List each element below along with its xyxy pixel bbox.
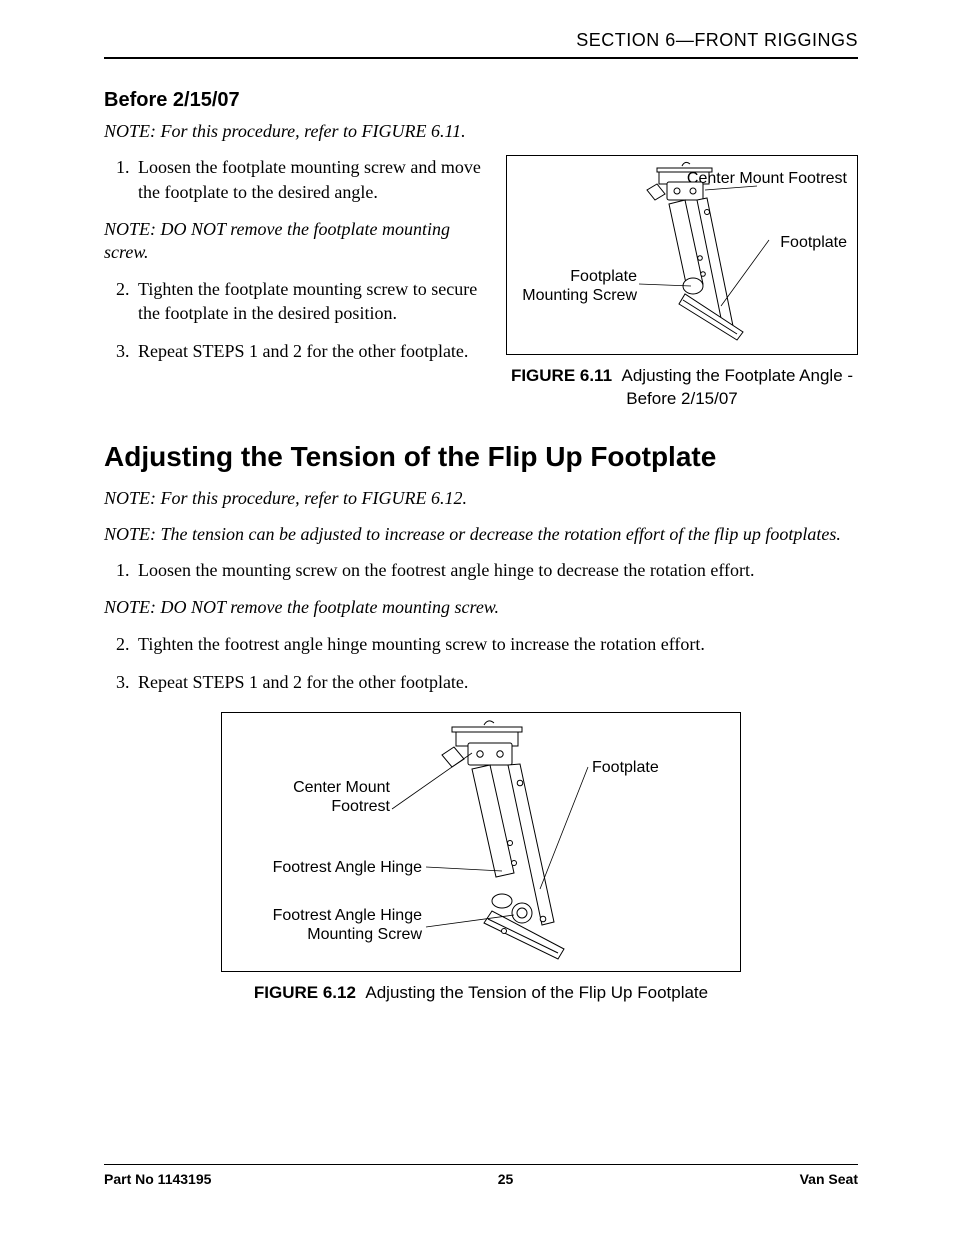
step-item: Tighten the footplate mounting screw to …	[134, 277, 482, 326]
figure-611-caption: FIGURE 6.11 Adjusting the Footplate Angl…	[506, 365, 858, 411]
figure-6-12: Footplate Center Mount Footrest Footrest…	[221, 712, 741, 972]
figure-6-11: Center Mount Footrest Footplate Footplat…	[506, 155, 858, 355]
steps-list-2b: Tighten the footrest angle hinge mountin…	[104, 632, 858, 695]
heading-tension: Adjusting the Tension of the Flip Up Foo…	[104, 441, 858, 473]
page-footer: Part No 1143195 25 Van Seat	[104, 1164, 858, 1187]
section-header: SECTION 6—FRONT RIGGINGS	[104, 30, 858, 59]
note-do-not-remove-2: NOTE: DO NOT remove the footplate mounti…	[104, 596, 858, 619]
steps-list-2: Loosen the mounting screw on the footres…	[104, 558, 858, 582]
footer-part-no: Part No 1143195	[104, 1171, 211, 1187]
footer-page-number: 25	[498, 1171, 514, 1187]
note-ref-611: NOTE: For this procedure, refer to FIGUR…	[104, 120, 858, 143]
diagram-611-icon	[507, 156, 857, 356]
step-item: Loosen the footplate mounting screw and …	[134, 155, 482, 204]
step-item: Repeat STEPS 1 and 2 for the other footp…	[134, 670, 858, 694]
step-item: Tighten the footrest angle hinge mountin…	[134, 632, 858, 656]
steps-list-1: Loosen the footplate mounting screw and …	[104, 155, 482, 204]
note-ref-612: NOTE: For this procedure, refer to FIGUR…	[104, 487, 858, 510]
note-do-not-remove-1: NOTE: DO NOT remove the footplate mounti…	[104, 218, 482, 265]
step-item: Repeat STEPS 1 and 2 for the other footp…	[134, 339, 482, 363]
steps-list-1b: Tighten the footplate mounting screw to …	[104, 277, 482, 364]
note-tension: NOTE: The tension can be adjusted to inc…	[104, 523, 858, 546]
step-item: Loosen the mounting screw on the footres…	[134, 558, 858, 582]
figure-612-caption: FIGURE 6.12 Adjusting the Tension of the…	[221, 982, 741, 1005]
diagram-612-icon	[222, 713, 742, 973]
footer-product: Van Seat	[800, 1171, 858, 1187]
subheading-before-date: Before 2/15/07	[104, 89, 858, 112]
